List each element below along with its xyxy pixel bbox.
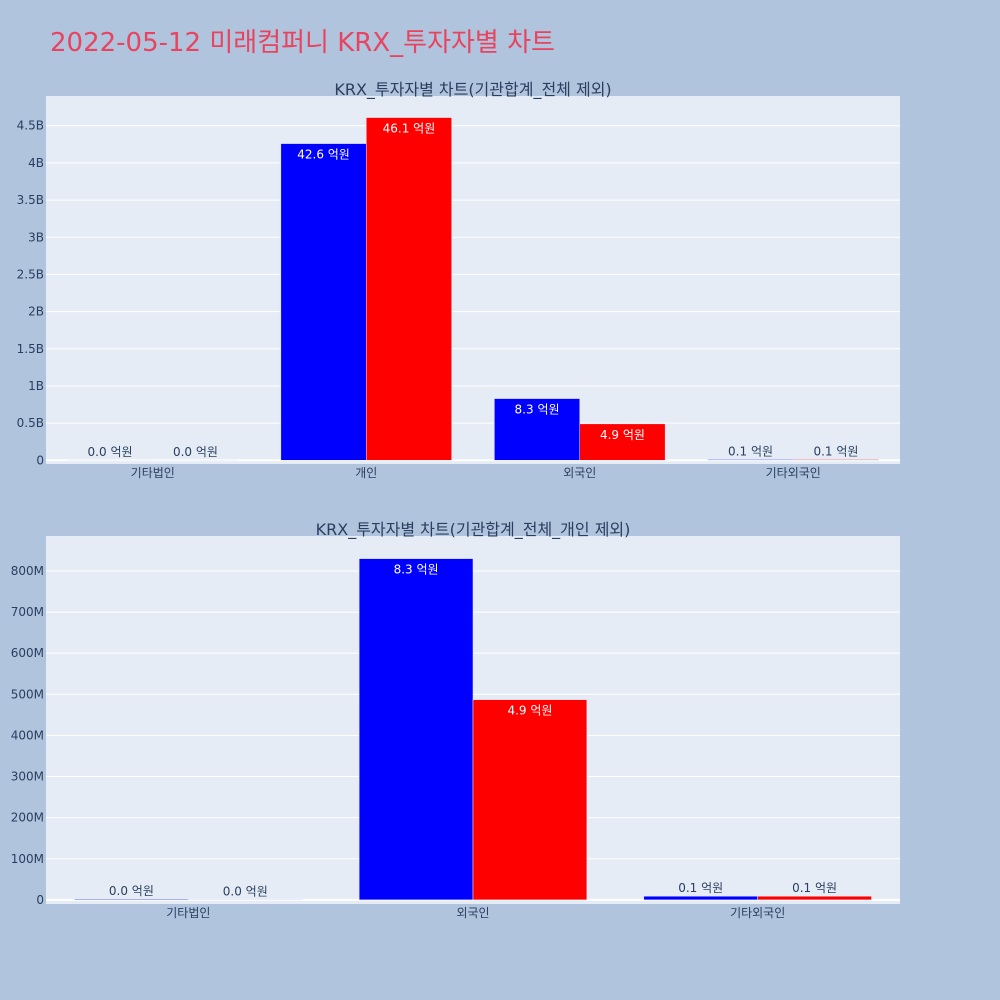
plot-area: [46, 96, 900, 464]
bar: [793, 459, 879, 461]
bar-data-label: 0.0 억원: [173, 445, 218, 459]
y-tick-label: 2B: [28, 305, 44, 319]
bar: [643, 895, 758, 901]
x-tick-label: 외국인: [563, 466, 596, 480]
page-title: 2022-05-12 미래컴퍼니 KRX_투자자별 차트: [50, 28, 555, 58]
y-tick-label: 0.5B: [17, 416, 44, 430]
bar-data-label: 0.0 억원: [223, 884, 268, 898]
bar: [757, 895, 872, 901]
y-tick-label: 100M: [11, 852, 44, 866]
y-tick-label: 300M: [11, 770, 44, 784]
bar-data-label: 4.9 억원: [507, 704, 552, 718]
bar: [579, 423, 666, 461]
bar-data-label: 46.1 억원: [383, 122, 436, 136]
y-tick-label: 4.5B: [17, 119, 44, 133]
x-tick-label: 개인: [355, 466, 377, 480]
y-tick-label: 1.5B: [17, 342, 44, 356]
y-tick-label: 800M: [11, 564, 44, 578]
bar-data-label: 0.0 억원: [88, 445, 133, 459]
bar: [472, 699, 588, 901]
y-tick-label: 0: [36, 893, 44, 907]
bar-data-label: 4.9 억원: [600, 428, 645, 442]
bar-data-label: 0.0 억원: [109, 884, 154, 898]
x-tick-label: 기타법인: [166, 906, 210, 920]
bar-data-label: 8.3 억원: [394, 563, 439, 577]
bar-data-label: 0.1 억원: [728, 445, 773, 459]
y-tick-label: 3.5B: [17, 193, 44, 207]
y-tick-label: 2.5B: [17, 267, 44, 281]
bar-data-label: 0.1 억원: [792, 881, 837, 895]
y-tick-label: 700M: [11, 605, 44, 619]
x-tick-label: 기타외국인: [730, 906, 785, 920]
bar-data-label: 0.1 억원: [678, 881, 723, 895]
y-tick-label: 600M: [11, 646, 44, 660]
bar-data-label: 8.3 억원: [515, 403, 560, 417]
y-tick-label: 500M: [11, 687, 44, 701]
y-tick-label: 0: [36, 453, 44, 467]
y-tick-label: 200M: [11, 811, 44, 825]
bar-data-label: 0.1 억원: [813, 445, 858, 459]
chart-subtitle: KRX_투자자별 차트(기관합계_전체 제외): [334, 80, 611, 100]
bar: [74, 898, 189, 901]
bar-data-label: 42.6 억원: [297, 148, 350, 162]
bar: [358, 558, 474, 901]
bar: [494, 398, 581, 461]
bar: [366, 117, 452, 461]
chart-subtitle: KRX_투자자별 차트(기관합계_전체_개인 제외): [316, 520, 631, 540]
y-tick-label: 1B: [28, 379, 44, 393]
x-tick-label: 기타외국인: [766, 466, 821, 480]
x-tick-label: 외국인: [456, 906, 489, 920]
x-tick-label: 기타법인: [131, 466, 175, 480]
y-tick-label: 400M: [11, 728, 44, 742]
bar: [280, 143, 367, 461]
bar: [707, 459, 794, 461]
y-tick-label: 3B: [28, 230, 44, 244]
y-tick-label: 4B: [28, 156, 44, 170]
